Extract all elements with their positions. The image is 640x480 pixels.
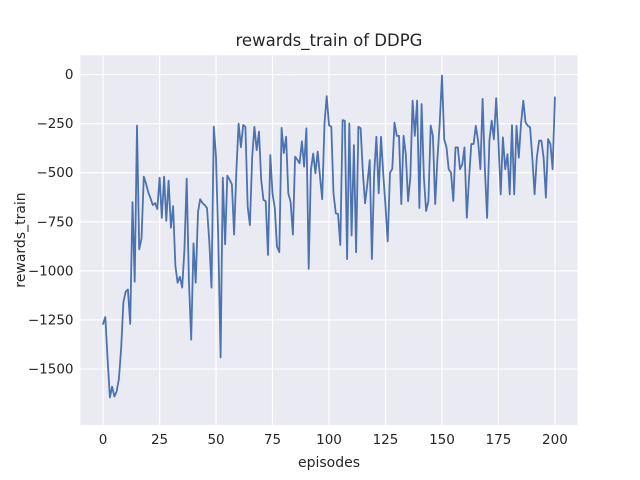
- x-tick-label: 25: [151, 432, 168, 448]
- x-tick-label: 100: [316, 432, 342, 448]
- y-tick-label: −750: [36, 214, 73, 230]
- x-tick-label: 200: [542, 432, 568, 448]
- y-tick-label: −1250: [28, 312, 74, 328]
- x-tick-label: 175: [486, 432, 512, 448]
- y-axis-label: rewards_train: [13, 192, 29, 288]
- y-tick-label: −1000: [28, 263, 74, 279]
- y-tick-label: −500: [36, 165, 73, 181]
- x-tick-label: 0: [99, 432, 108, 448]
- y-tick-label: −250: [36, 116, 73, 132]
- x-tick-label: 125: [373, 432, 399, 448]
- x-tick-label: 75: [264, 432, 281, 448]
- y-tick-label: −1500: [28, 362, 74, 378]
- reward-line-series: [102, 74, 556, 399]
- x-axis-label: episodes: [297, 455, 361, 471]
- y-tick-label: 0: [65, 67, 74, 83]
- chart-title: rewards_train of DDPG: [235, 31, 423, 50]
- x-tick-label: 150: [429, 432, 455, 448]
- x-tick-label: 50: [207, 432, 224, 448]
